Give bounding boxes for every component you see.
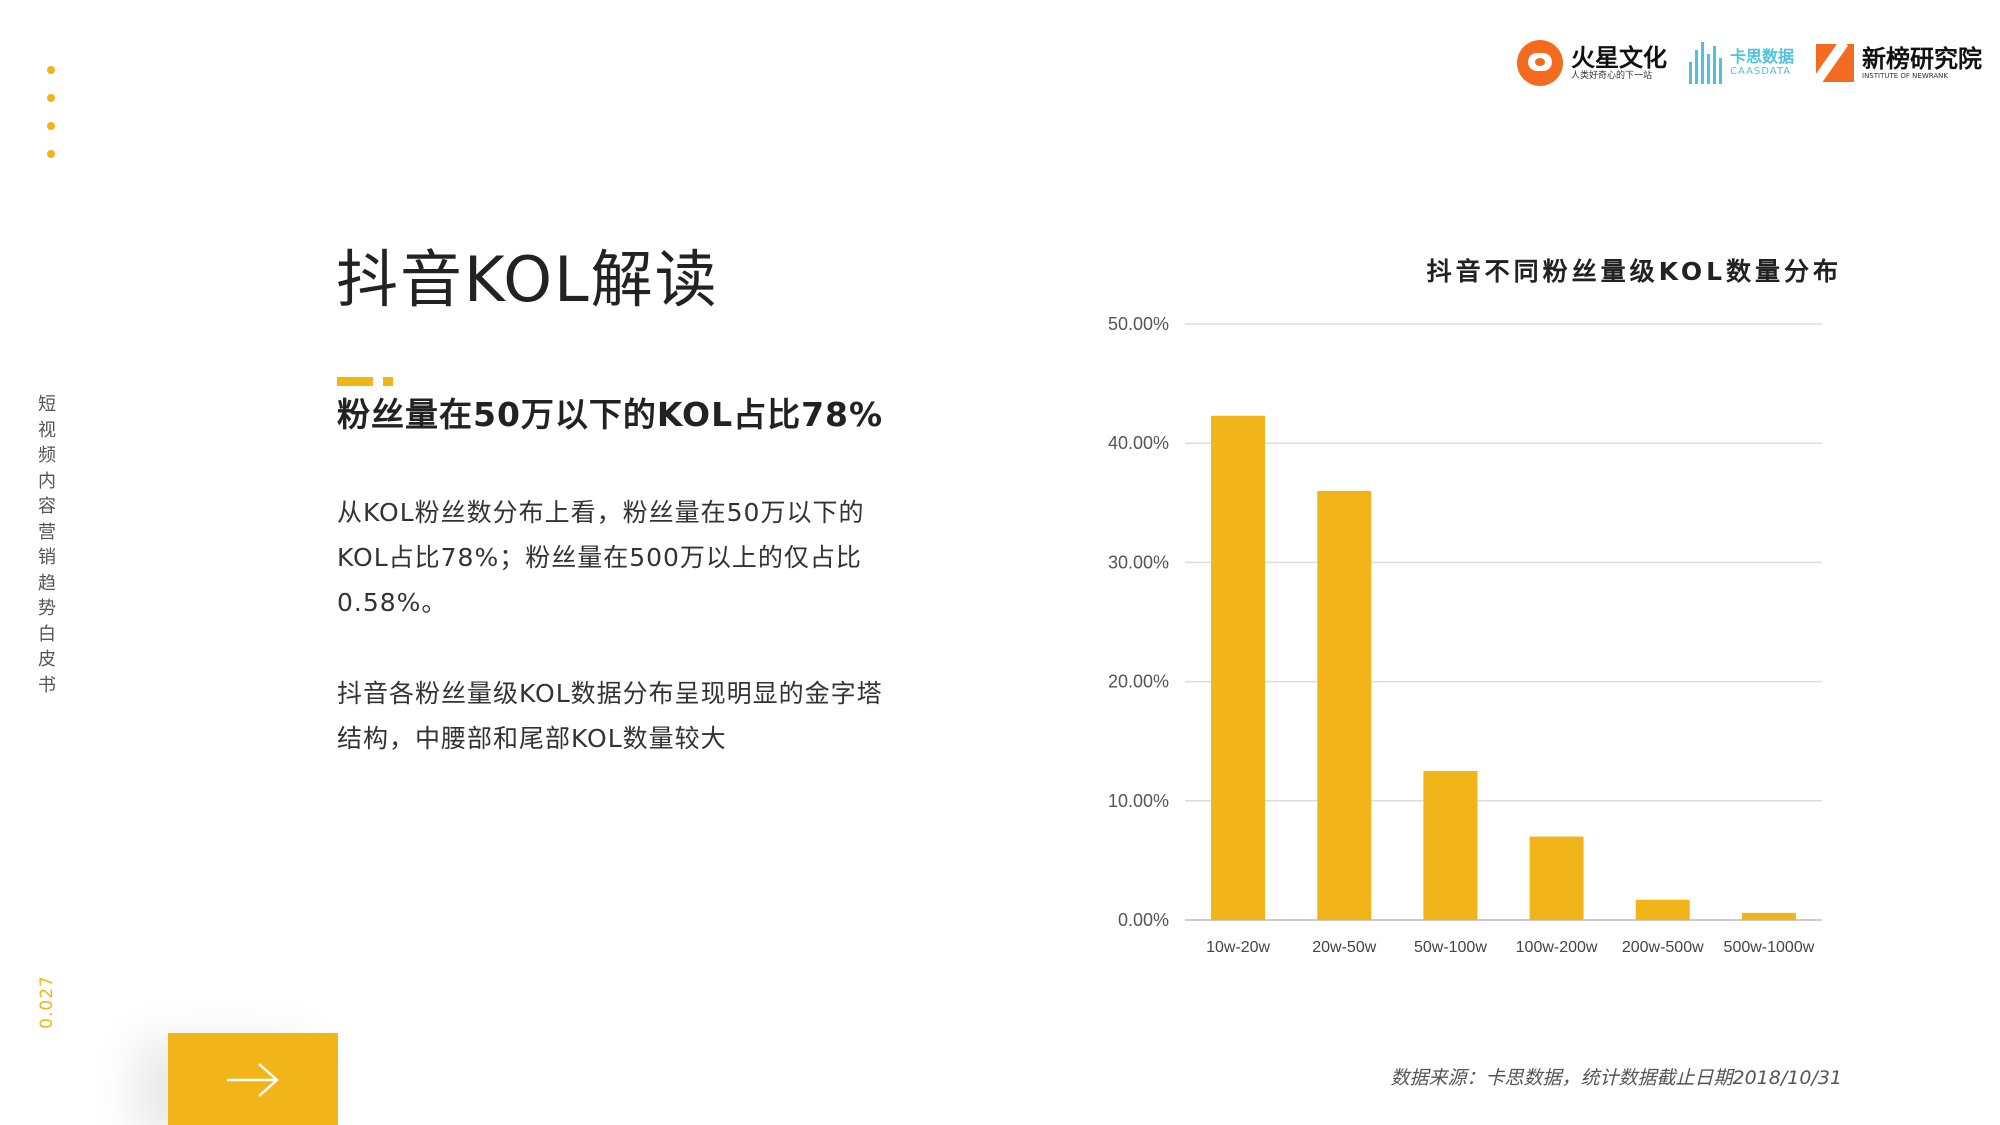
caasdata-logo: 卡思数据 CAASDATA [1688, 42, 1794, 84]
data-source-note: 数据来源：卡思数据，统计数据截止日期2018/10/31 [1390, 1067, 1842, 1089]
vertical-title-char: 皮 [38, 649, 56, 670]
y-tick-label: 0.00% [1118, 910, 1169, 930]
paragraph-distribution: 从KOL粉丝数分布上看，粉丝量在50万以下的KOL占比78%；粉丝量在500万以… [337, 498, 865, 617]
dot [47, 94, 55, 102]
huoxing-logo-tagline: 人类好奇心的下一站 [1570, 71, 1652, 81]
newrank-logo: 新榜研究院 INSTITUTE OF NEWRANK [1816, 44, 1982, 82]
vertical-title-char: 销 [38, 547, 56, 568]
vertical-report-title: 短视频内容营销趋势白皮书 [36, 392, 58, 698]
x-tick-label: 100w-200w [1516, 939, 1598, 956]
dot [47, 66, 55, 74]
vertical-title-char: 短 [38, 394, 56, 415]
vertical-title-char: 书 [38, 674, 56, 696]
x-tick-label: 20w-50w [1312, 939, 1376, 956]
bar-10w-20w [1211, 415, 1266, 920]
caasdata-logo-icon [1688, 42, 1722, 84]
vertical-title-char: 白 [38, 623, 56, 645]
caasdata-logo-name: 卡思数据 [1729, 47, 1794, 66]
vertical-title-char: 势 [38, 598, 56, 619]
page-number: 0.027 [36, 975, 57, 1029]
y-tick-label: 50.00% [1108, 314, 1169, 334]
newrank-logo-icon [1816, 44, 1854, 82]
x-tick-label: 200w-500w [1622, 939, 1704, 956]
dot [47, 150, 55, 158]
vertical-title-char: 视 [38, 419, 56, 441]
newrank-logo-name: 新榜研究院 [1862, 44, 1982, 73]
caasdata-logo-tagline: CAASDATA [1729, 66, 1792, 77]
page-title: 抖音KOL解读 [336, 243, 719, 316]
bar-100w-200w [1529, 836, 1584, 920]
newrank-logo-tagline: INSTITUTE OF NEWRANK [1862, 71, 1948, 80]
bar-200w-500w [1635, 899, 1690, 920]
x-tick-label: 10w-20w [1206, 939, 1270, 956]
y-tick-label: 20.00% [1108, 672, 1169, 692]
paragraph-pyramid: 抖音各粉丝量级KOL数据分布呈现明显的金字塔结构，中腰部和尾部KOL数量较大 [337, 679, 883, 753]
bar-chart: 0.00% 10.00% 20.00% 30.00% 40.00% 50.00% 10w-2… [1108, 314, 1822, 956]
vertical-title-char: 内 [38, 470, 56, 492]
vertical-title-char: 频 [38, 445, 56, 466]
vertical-title-char: 营 [38, 521, 56, 543]
next-page-button[interactable] [168, 1033, 338, 1125]
dot [47, 122, 55, 130]
huoxing-logo-name: 火星文化 [1570, 44, 1667, 72]
bar-50w-100w [1423, 771, 1478, 920]
vertical-title-char: 趋 [38, 572, 56, 594]
bar-500w-1000w [1741, 912, 1796, 920]
huoxing-logo-icon [1516, 40, 1563, 86]
huoxing-logo: 火星文化 人类好奇心的下一站 [1516, 40, 1667, 86]
arrow-right-icon [227, 1063, 279, 1097]
chart-title: 抖音不同粉丝量级KOL数量分布 [1426, 257, 1842, 286]
partner-logos: 火星文化 人类好奇心的下一站 卡思数据 CAASDATA 新榜研究院 INSTI… [1516, 38, 1982, 88]
x-tick-label: 50w-100w [1414, 939, 1487, 956]
decorative-dots [47, 66, 57, 178]
vertical-title-char: 容 [38, 496, 56, 517]
bar-20w-50w [1317, 490, 1372, 920]
y-tick-label: 10.00% [1108, 791, 1169, 811]
y-tick-label: 40.00% [1108, 433, 1169, 453]
x-tick-label: 500w-1000w [1724, 939, 1815, 956]
section-subtitle: 粉丝量在50万以下的KOL占比78% [337, 395, 884, 434]
y-tick-label: 30.00% [1108, 552, 1169, 572]
